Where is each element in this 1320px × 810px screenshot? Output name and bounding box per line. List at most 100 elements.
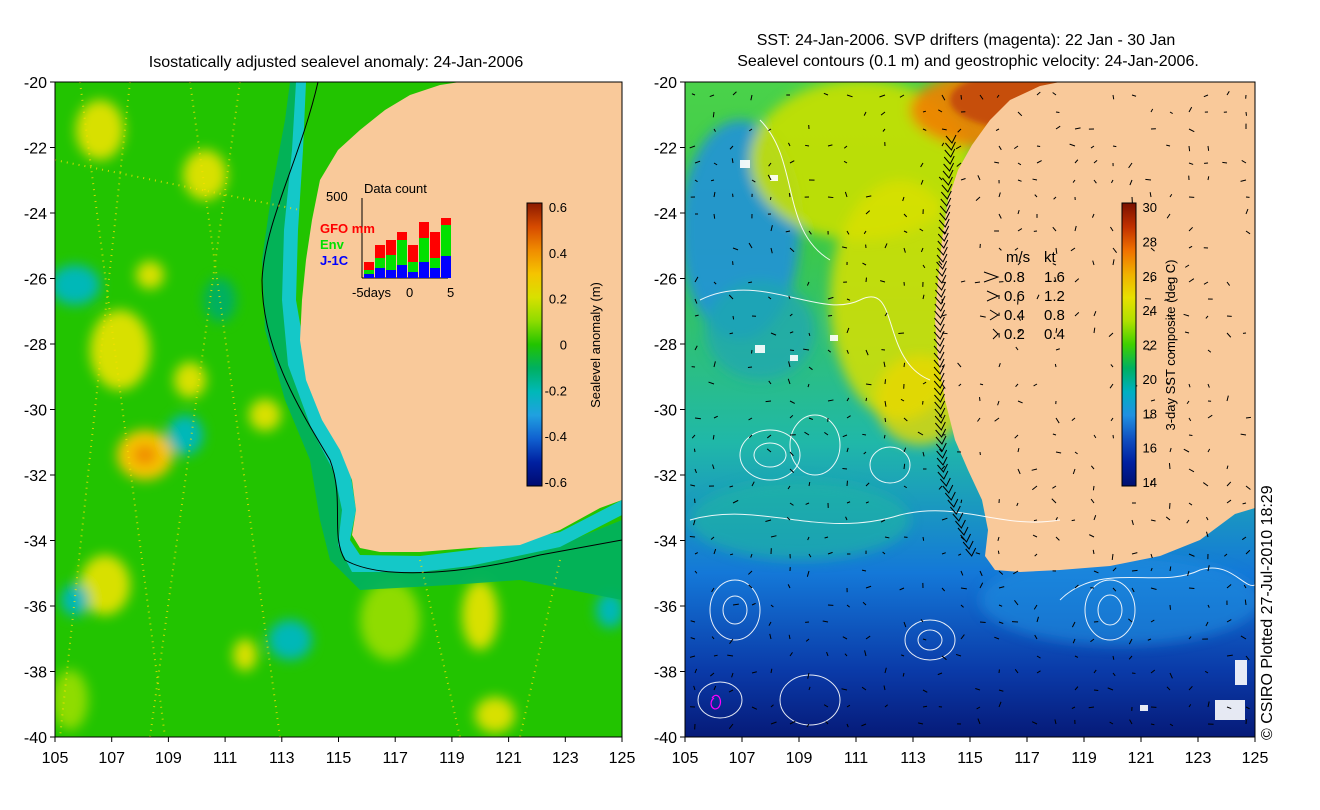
velocity-arrow bbox=[1165, 516, 1171, 521]
velocity-arrow bbox=[768, 380, 772, 385]
velocity-arrow bbox=[1033, 604, 1038, 610]
velocity-arrow bbox=[1090, 465, 1095, 470]
velocity-arrow bbox=[732, 247, 739, 251]
velocity-arrow bbox=[845, 516, 848, 521]
velocity-arrow bbox=[1128, 618, 1133, 623]
velocity-arrow bbox=[806, 570, 810, 577]
velocity-arrow bbox=[1110, 226, 1114, 232]
velocity-arrow bbox=[883, 685, 886, 691]
velocity-arrow bbox=[748, 128, 753, 132]
velocity-arrow bbox=[846, 349, 849, 354]
velocity-arrow bbox=[729, 485, 734, 488]
velocity-arrow bbox=[710, 672, 715, 677]
velocity-arrow bbox=[1016, 502, 1019, 507]
velocity-arrow bbox=[824, 431, 829, 436]
velocity-arrow bbox=[1088, 706, 1095, 709]
velocity-arrow bbox=[694, 570, 698, 574]
velocity-arrow bbox=[693, 519, 696, 526]
sst-colorbar-tick: 30 bbox=[1143, 200, 1157, 215]
velocity-legend-ms: 0.8 bbox=[1004, 269, 1025, 286]
velocity-arrow bbox=[941, 552, 946, 555]
velocity-arrow bbox=[789, 247, 795, 253]
velocity-arrow bbox=[1207, 349, 1212, 353]
velocity-arrow bbox=[842, 467, 848, 470]
velocity-arrow bbox=[863, 451, 867, 455]
velocity-arrow bbox=[770, 225, 773, 232]
velocity-arrow bbox=[713, 281, 717, 285]
velocity-arrow bbox=[1186, 519, 1190, 524]
leeuwin-arrow bbox=[941, 183, 953, 193]
velocity-arrow bbox=[865, 501, 869, 504]
velocity-arrow bbox=[786, 516, 791, 521]
leeuwin-arrow bbox=[936, 253, 948, 263]
velocity-arrow bbox=[712, 434, 715, 440]
sla-colorbar-label: Sealevel anomaly (m) bbox=[588, 282, 603, 408]
velocity-arrow bbox=[1036, 145, 1041, 148]
velocity-arrow bbox=[1129, 179, 1133, 186]
sst-xtick-label: 107 bbox=[729, 750, 756, 767]
velocity-arrow bbox=[689, 145, 696, 149]
velocity-arrow bbox=[938, 260, 943, 266]
velocity-arrow bbox=[1188, 502, 1193, 506]
velocity-arrow bbox=[805, 144, 810, 147]
velocity-arrow bbox=[998, 213, 1002, 219]
velocity-arrow bbox=[1052, 433, 1057, 436]
velocity-arrow bbox=[960, 178, 966, 181]
velocity-arrow bbox=[1224, 553, 1228, 557]
velocity-arrow bbox=[1110, 417, 1114, 422]
data-count-inset: Data count 500 GFO mm Env J-1C -5days 0 … bbox=[320, 181, 454, 300]
velocity-arrow bbox=[789, 414, 794, 419]
velocity-arrow bbox=[841, 246, 848, 249]
velocity-arrow bbox=[1207, 565, 1210, 572]
velocity-arrow bbox=[713, 548, 717, 555]
velocity-arrow bbox=[827, 399, 834, 402]
leeuwin-arrow bbox=[955, 519, 966, 529]
velocity-arrow bbox=[903, 247, 906, 253]
velocity-arrow bbox=[806, 723, 810, 728]
velocity-arrow bbox=[884, 667, 887, 674]
velocity-arrow bbox=[1112, 259, 1115, 266]
velocity-arrow bbox=[958, 383, 962, 387]
velocity-arrow bbox=[865, 349, 869, 356]
velocity-arrow bbox=[843, 145, 848, 149]
velocity-arrow bbox=[1169, 566, 1172, 572]
velocity-arrow bbox=[1090, 638, 1095, 643]
sla-ytick-label: -24 bbox=[24, 206, 47, 223]
velocity-arrow bbox=[998, 701, 1002, 708]
velocity-arrow bbox=[1036, 670, 1041, 674]
velocity-arrow bbox=[960, 634, 965, 640]
sst-colorbar: 30 28 26 24 22 20 18 16 14 3-day SST composite (… bbox=[1121, 200, 1178, 490]
velocity-arrow bbox=[884, 704, 888, 708]
sst-colorbar-ramp bbox=[1121, 202, 1137, 487]
velocity-arrow bbox=[1017, 447, 1020, 453]
velocity-arrow bbox=[1093, 515, 1097, 521]
sst-colorbar-tick: 18 bbox=[1143, 406, 1157, 421]
velocity-arrow bbox=[960, 94, 963, 100]
velocity-arrow bbox=[827, 551, 833, 555]
velocity-arrow bbox=[748, 242, 753, 249]
velocity-arrow bbox=[1017, 468, 1021, 475]
velocity-arrow bbox=[768, 296, 772, 300]
velocity-arrow bbox=[1169, 281, 1172, 286]
velocity-arrow bbox=[808, 230, 812, 235]
velocity-arrow bbox=[1226, 481, 1232, 487]
velocity-arrow bbox=[1092, 260, 1095, 266]
velocity-arrow bbox=[979, 582, 984, 589]
velocity-arrow bbox=[787, 378, 791, 385]
sst-xtick-label: 113 bbox=[900, 750, 926, 767]
velocity-arrow bbox=[711, 636, 715, 640]
velocity-arrow bbox=[1112, 567, 1117, 572]
sst-ytick-label: -34 bbox=[654, 534, 677, 551]
velocity-arrow bbox=[1164, 298, 1171, 301]
velocity-arrow bbox=[846, 397, 850, 402]
velocity-arrow bbox=[748, 417, 753, 421]
velocity-arrow bbox=[713, 361, 716, 368]
sla-xtick-label: 111 bbox=[213, 750, 237, 767]
velocity-arrow bbox=[846, 298, 851, 301]
velocity-arrow bbox=[712, 111, 715, 118]
velocity-legend-arrow bbox=[992, 328, 999, 340]
leeuwin-arrow bbox=[934, 316, 945, 326]
velocity-arrow bbox=[920, 162, 924, 168]
velocity-arrow bbox=[1150, 619, 1155, 623]
leeuwin-arrow bbox=[934, 302, 946, 312]
